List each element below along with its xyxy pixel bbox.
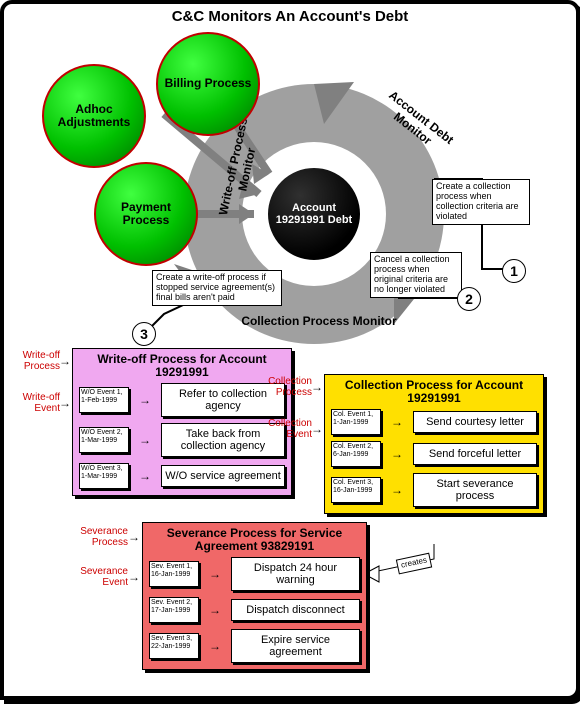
badge-2: 2 bbox=[457, 287, 481, 311]
event-box: Col. Event 3, 16-Jan-1999 bbox=[331, 477, 381, 503]
note-1: Create a collection process when collect… bbox=[432, 179, 530, 225]
note-3: Create a write-off process if stopped se… bbox=[152, 270, 282, 306]
event-box: Sev. Event 1, 16-Jan-1999 bbox=[149, 561, 199, 587]
badge-1: 1 bbox=[502, 259, 526, 283]
arrow-icon: → bbox=[311, 380, 323, 394]
arrow-icon: → bbox=[59, 396, 71, 410]
arrow-icon: → bbox=[209, 603, 221, 617]
action-box: Dispatch disconnect bbox=[231, 599, 360, 621]
collection-process-box: Collection Process for Account 19291991 … bbox=[324, 374, 544, 514]
table-row: Sev. Event 2, 17-Jan-1999 → Dispatch dis… bbox=[149, 597, 360, 623]
event-box: Sev. Event 3, 22-Jan-1999 bbox=[149, 633, 199, 659]
arrow-icon: → bbox=[391, 483, 403, 497]
label-writeoff-event: Write-off Event bbox=[4, 392, 60, 414]
arrow-icon: → bbox=[59, 354, 71, 368]
arrow-icon: → bbox=[209, 639, 221, 653]
collection-title: Collection Process for Account 19291991 bbox=[331, 379, 537, 405]
label-writeoff-process: Write-off Process bbox=[4, 350, 60, 372]
table-row: Sev. Event 1, 16-Jan-1999 → Dispatch 24 … bbox=[149, 557, 360, 591]
label-severance-event: Severance Event bbox=[66, 566, 128, 588]
arrow-icon: → bbox=[391, 447, 403, 461]
account-center: Account 19291991 Debt bbox=[260, 160, 368, 268]
label-collection-event: Collection Event bbox=[252, 418, 312, 440]
table-row: Sev. Event 3, 22-Jan-1999 → Expire servi… bbox=[149, 629, 360, 663]
ring-label-cpm: Collection Process Monitor bbox=[234, 314, 404, 328]
severance-title: Severance Process for Service Agreement … bbox=[149, 527, 360, 553]
event-box: W/O Event 1, 1-Feb-1999 bbox=[79, 387, 129, 413]
circle-adhoc: Adhoc Adjustments bbox=[42, 64, 146, 168]
label-severance-process: Severance Process bbox=[66, 526, 128, 548]
table-row: Col. Event 3, 16-Jan-1999 → Start severa… bbox=[331, 473, 537, 507]
event-box: Col. Event 2, 6-Jan-1999 bbox=[331, 441, 381, 467]
label-collection-process: Collection Process bbox=[252, 376, 312, 398]
arrow-icon: → bbox=[139, 393, 151, 407]
event-box: W/O Event 2, 1-Mar-1999 bbox=[79, 427, 129, 453]
action-box: Send courtesy letter bbox=[413, 411, 537, 433]
action-box: Dispatch 24 hour warning bbox=[231, 557, 360, 591]
arrow-icon: → bbox=[391, 415, 403, 429]
arrow-icon: → bbox=[311, 422, 323, 436]
table-row: Col. Event 1, 1-Jan-1999 → Send courtesy… bbox=[331, 409, 537, 435]
arrow-icon: → bbox=[139, 433, 151, 447]
note-2: Cancel a collection process when origina… bbox=[370, 252, 462, 298]
action-box: Expire service agreement bbox=[231, 629, 360, 663]
action-box: Send forceful letter bbox=[413, 443, 537, 465]
event-box: Sev. Event 2, 17-Jan-1999 bbox=[149, 597, 199, 623]
event-box: Col. Event 1, 1-Jan-1999 bbox=[331, 409, 381, 435]
action-box: Start severance process bbox=[413, 473, 537, 507]
circle-payment: Payment Process bbox=[94, 162, 198, 266]
arrow-icon: → bbox=[139, 469, 151, 483]
arrow-icon: → bbox=[128, 530, 140, 544]
action-box: W/O service agreement bbox=[161, 465, 285, 487]
badge-3: 3 bbox=[132, 322, 156, 346]
severance-process-box: Severance Process for Service Agreement … bbox=[142, 522, 367, 670]
circle-billing: Billing Process bbox=[156, 32, 260, 136]
table-row: Col. Event 2, 6-Jan-1999 → Send forceful… bbox=[331, 441, 537, 467]
arrow-icon: → bbox=[209, 567, 221, 581]
arrow-icon: → bbox=[128, 570, 140, 584]
table-row: W/O Event 3, 1-Mar-1999 → W/O service ag… bbox=[79, 463, 285, 489]
event-box: W/O Event 3, 1-Mar-1999 bbox=[79, 463, 129, 489]
